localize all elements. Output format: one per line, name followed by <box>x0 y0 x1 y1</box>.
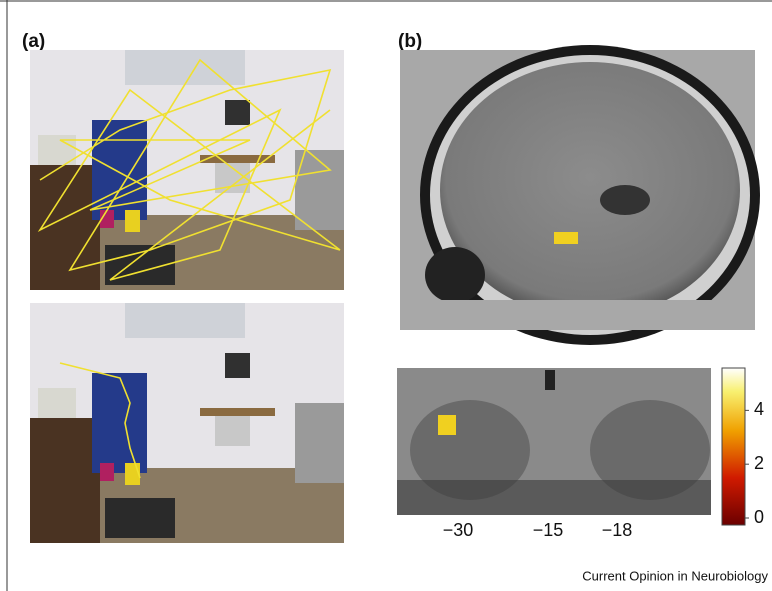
panel-label: (b) <box>398 31 422 52</box>
coordinate-label: −30 <box>443 520 474 540</box>
coordinate-label: −15 <box>533 520 564 540</box>
footer: Current Opinion in Neurobiology <box>582 568 768 583</box>
coordinate-label: −18 <box>602 520 633 540</box>
colorbar-tick-label: 4 <box>754 399 764 419</box>
sagittal-mri <box>400 45 760 345</box>
panel-label: (a) <box>22 31 45 52</box>
colorbar-tick-label: 0 <box>754 507 764 527</box>
coronal-mri <box>397 368 711 515</box>
photo-scanpath <box>30 50 344 290</box>
colorbar-tick-label: 2 <box>754 453 764 473</box>
photo-scanpath <box>30 303 344 543</box>
figure: (a) (b) Current Opinion in Neurobiology … <box>0 0 772 591</box>
colorbar <box>722 368 745 525</box>
